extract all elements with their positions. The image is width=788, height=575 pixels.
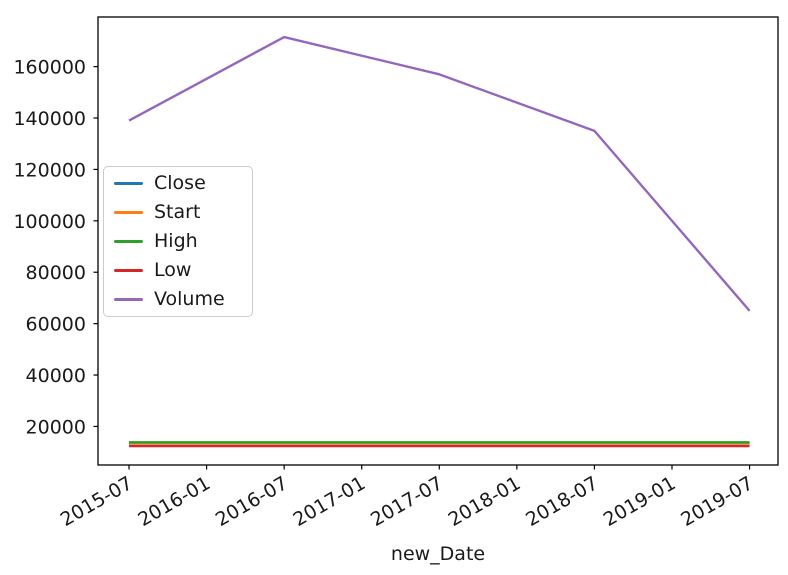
- y-tick-label: 100000: [13, 211, 86, 233]
- y-tick-label: 120000: [13, 159, 86, 181]
- legend-item-low: Low: [104, 256, 252, 284]
- x-tick-label: 2018-07: [522, 472, 602, 531]
- legend-item-close: Close: [104, 170, 252, 198]
- legend-label-high: High: [154, 229, 198, 252]
- y-tick-label: 80000: [26, 262, 86, 284]
- legend-line-sample-low: [114, 268, 143, 272]
- legend-line-sample-close: [114, 182, 143, 186]
- legend-line-sample-high: [114, 239, 143, 243]
- y-tick-label: 20000: [26, 416, 86, 438]
- x-tick-label: 2019-01: [600, 472, 680, 531]
- y-tick-label: 40000: [26, 365, 86, 387]
- legend-label-start: Start: [154, 201, 201, 224]
- y-tick-label: 60000: [26, 314, 86, 336]
- legend-label-low: Low: [154, 258, 192, 281]
- legend-label-volume: Volume: [154, 287, 225, 310]
- x-tick-label: 2019-07: [677, 472, 757, 531]
- legend-label-close: Close: [154, 172, 206, 195]
- legend-line-sample-volume: [114, 297, 143, 301]
- x-tick-label: 2017-07: [367, 472, 447, 531]
- x-tick-label: 2015-07: [57, 472, 137, 531]
- y-tick-label: 160000: [13, 57, 86, 79]
- x-tick-label: 2016-01: [134, 472, 214, 531]
- x-tick-label: 2017-01: [289, 472, 369, 531]
- x-tick-label: 2016-07: [212, 472, 292, 531]
- x-tick-label: 2018-01: [445, 472, 525, 531]
- legend-line-sample-start: [114, 211, 143, 215]
- y-tick-label: 140000: [13, 108, 86, 130]
- x-axis-label: new_Date: [390, 543, 486, 565]
- legend-item-volume: Volume: [104, 285, 252, 313]
- legend: Close Start High Low Volume: [103, 166, 253, 317]
- legend-item-high: High: [104, 227, 252, 255]
- series-line-volume: [128, 35, 751, 312]
- legend-item-start: Start: [104, 199, 252, 227]
- axes-frame: [97, 16, 779, 466]
